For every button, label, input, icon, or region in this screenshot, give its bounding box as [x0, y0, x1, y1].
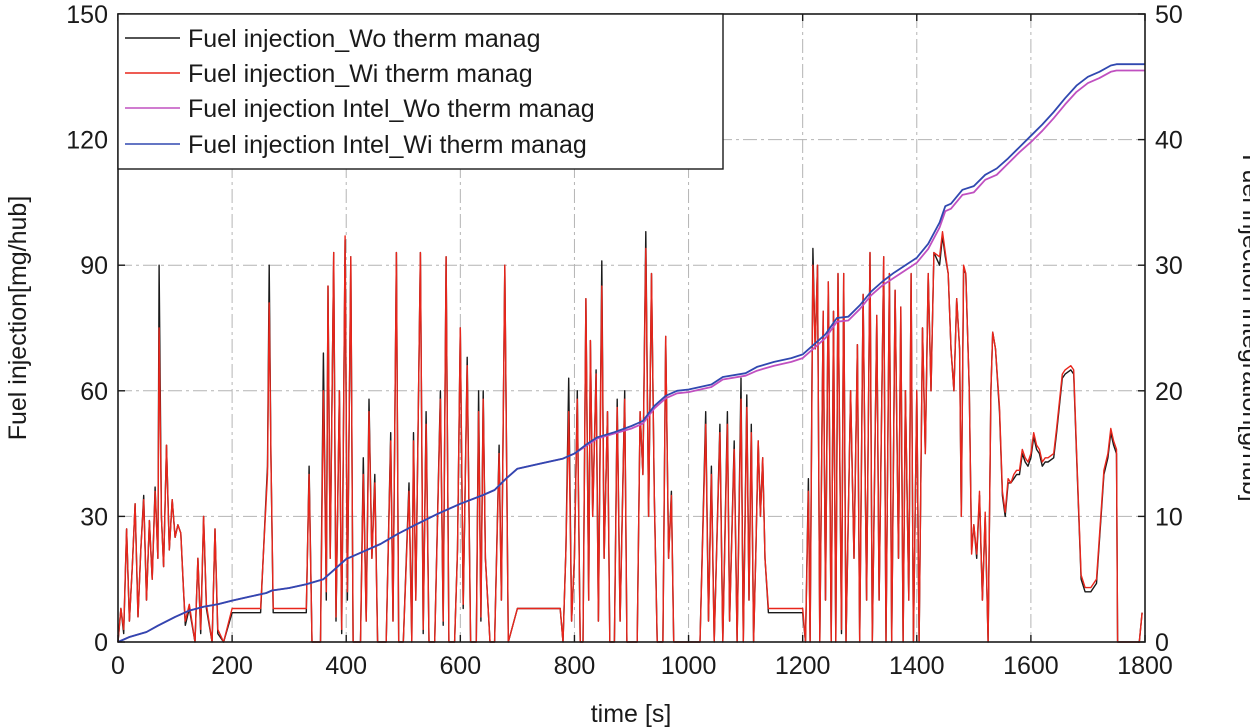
- y2-tick-label: 30: [1155, 252, 1183, 280]
- x-tick-label: 0: [111, 652, 125, 680]
- x-tick-label: 200: [211, 652, 253, 680]
- legend-label-wo-therm: Fuel injection_Wo therm manag: [188, 25, 541, 53]
- legend-box: [117, 13, 724, 170]
- series-line-intel-wi-therm: [117, 63, 1145, 643]
- y2-tick-label: 50: [1155, 1, 1183, 29]
- y-axis-title: Fuel injection[mg/hub]: [4, 196, 32, 441]
- x-tick-label: 800: [554, 652, 596, 680]
- y2-tick-label: 10: [1155, 503, 1183, 531]
- y2-tick-label: 40: [1155, 127, 1183, 155]
- y-tick-labels: 0 30 60 90 120 150: [66, 1, 108, 657]
- x-tick-label: 600: [439, 652, 481, 680]
- y-tick-label: 120: [66, 127, 108, 155]
- series-line-wi-therm: [117, 231, 1143, 643]
- y-tick-label: 60: [80, 378, 108, 406]
- y2-tick-labels: 0 10 20 30 40 50: [1155, 1, 1183, 657]
- x-tick-label: 400: [325, 652, 367, 680]
- x-tick-label: 1000: [661, 652, 717, 680]
- y-tick-label: 0: [94, 629, 108, 657]
- y-tick-label: 90: [80, 252, 108, 280]
- x-tick-label: 1800: [1117, 652, 1173, 680]
- y-tick-label: 30: [80, 503, 108, 531]
- x-tick-label: 1400: [889, 652, 945, 680]
- y-tick-label: 150: [66, 1, 108, 29]
- y2-tick-label: 20: [1155, 378, 1183, 406]
- legend-label-intel-wi-therm: Fuel injection Intel_Wi therm manag: [188, 131, 587, 159]
- legend-label-wi-therm: Fuel injection_Wi therm manag: [188, 60, 533, 88]
- x-tick-label: 1200: [775, 652, 831, 680]
- x-tick-labels: 0 200 400 600 800 1000 1200 1400 1600 1800: [111, 652, 1173, 680]
- legend: Fuel injection_Wo therm manag Fuel injec…: [117, 13, 724, 170]
- y2-tick-label: 0: [1155, 629, 1169, 657]
- x-tick-label: 1600: [1003, 652, 1059, 680]
- y2-axis-title: Fuel injection integration[g/hub]: [1237, 154, 1250, 501]
- legend-label-intel-wo-therm: Fuel injection Intel_Wo therm manag: [188, 95, 595, 123]
- x-axis-title: time [s]: [591, 700, 672, 728]
